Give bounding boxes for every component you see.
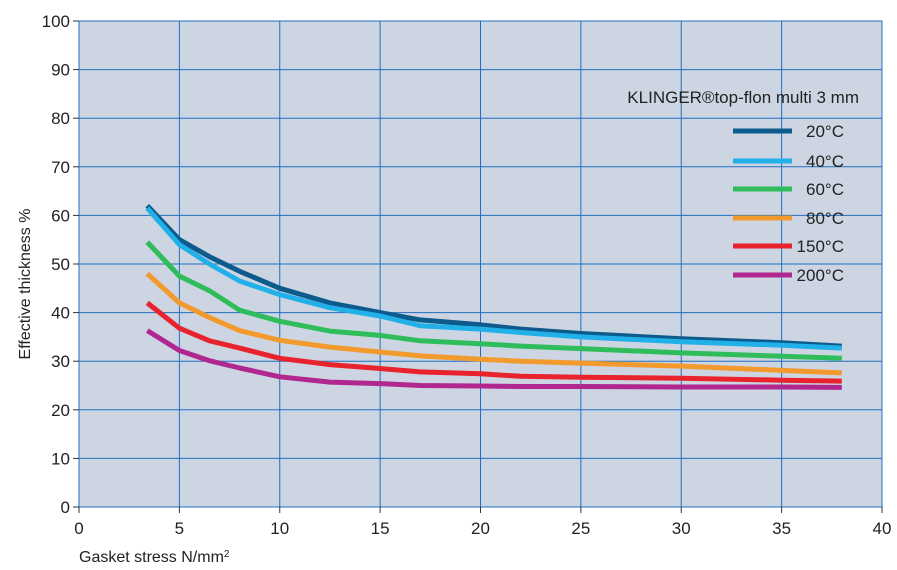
legend-title: KLINGER®top-flon multi 3 mm [627, 88, 859, 107]
y-tick-label: 30 [51, 352, 70, 371]
legend-label: 20°C [806, 122, 844, 141]
y-axis-ticks: 0 10 20 30 40 50 60 70 80 90 100 [42, 12, 79, 517]
x-tick-label: 0 [74, 519, 83, 538]
x-axis-label: Gasket stress N/mm2 [79, 549, 230, 567]
y-tick-label: 0 [61, 498, 70, 517]
series-lines [145, 203, 842, 390]
y-tick-label: 60 [51, 206, 70, 225]
series-line-20C [145, 203, 842, 349]
y-tick-label: 100 [42, 12, 70, 31]
legend-label: 200°C [797, 266, 844, 285]
x-tick-label: 20 [471, 519, 490, 538]
y-tick-label: 20 [51, 401, 70, 420]
series-line-60C [145, 240, 842, 361]
x-tick-label: 30 [672, 519, 691, 538]
legend-label: 40°C [806, 152, 844, 171]
x-tick-label: 10 [270, 519, 289, 538]
legend-label: 150°C [797, 237, 844, 256]
x-tick-label: 5 [175, 519, 184, 538]
series-line-40C [145, 206, 842, 351]
series-line-80C [145, 271, 842, 376]
x-tick-label: 35 [772, 519, 791, 538]
y-tick-label: 70 [51, 158, 70, 177]
x-axis-ticks: 0 5 10 15 20 25 30 35 40 [74, 507, 891, 538]
x-tick-label: 40 [873, 519, 892, 538]
x-tick-label: 15 [371, 519, 390, 538]
series-line-150C [145, 300, 842, 384]
legend-label: 80°C [806, 209, 844, 228]
y-tick-label: 80 [51, 109, 70, 128]
series-line-200C [145, 328, 842, 390]
y-tick-label: 40 [51, 304, 70, 323]
y-tick-label: 90 [51, 61, 70, 80]
y-tick-label: 50 [51, 255, 70, 274]
legend-label: 60°C [806, 180, 844, 199]
legend: KLINGER®top-flon multi 3 mm 20°C 40°C 60°C… [627, 88, 859, 285]
x-tick-label: 25 [571, 519, 590, 538]
y-axis-label: Effective thickness % [17, 209, 34, 360]
y-tick-label: 10 [51, 449, 70, 468]
